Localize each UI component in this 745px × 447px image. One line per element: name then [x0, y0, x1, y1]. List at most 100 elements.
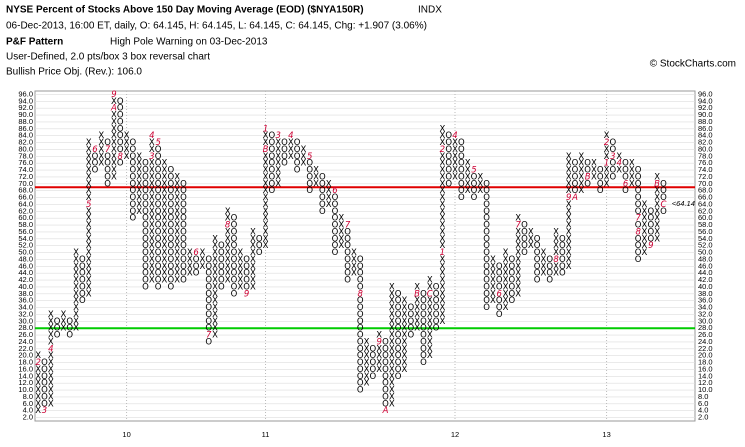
x-box: X: [566, 172, 572, 182]
o-box: O: [496, 269, 503, 279]
o-box: O: [445, 172, 452, 182]
x-box: X: [376, 365, 382, 375]
o-box: O: [231, 241, 238, 251]
o-box: O: [508, 255, 515, 265]
x-box: X: [541, 269, 547, 279]
chart-title: NYSE Percent of Stocks Above 150 Day Mov…: [6, 5, 364, 16]
x-box: X: [503, 262, 509, 272]
x-box: X: [566, 255, 572, 265]
x-box: X: [654, 200, 660, 210]
o-box: O: [180, 241, 187, 251]
x-box: X: [389, 399, 395, 409]
o-box: O: [142, 193, 149, 203]
o-box: O: [142, 172, 149, 182]
o-box: O: [559, 234, 566, 244]
x-box: X: [48, 386, 54, 396]
o-box: O: [231, 234, 238, 244]
o-box: O: [41, 372, 48, 382]
month-marker: 3: [610, 152, 615, 162]
x-box: X: [212, 331, 218, 341]
o-box: O: [218, 262, 225, 272]
o-box: O: [357, 262, 364, 272]
o-box: O: [496, 310, 503, 320]
x-box: X: [263, 207, 269, 217]
o-box: O: [635, 255, 642, 265]
x-box: X: [86, 152, 92, 162]
o-box: O: [395, 365, 402, 375]
o-box: O: [660, 186, 667, 196]
x-box: X: [515, 227, 521, 237]
o-box: O: [54, 324, 61, 334]
o-box: O: [180, 186, 187, 196]
month-marker: 5: [471, 166, 476, 176]
x-box: X: [376, 331, 382, 341]
x-box: X: [654, 207, 660, 217]
x-box: X: [503, 296, 509, 306]
o-box: O: [243, 255, 250, 265]
x-box: X: [414, 317, 420, 327]
x-box: X: [212, 310, 218, 320]
x-box: X: [427, 296, 433, 306]
o-box: O: [344, 255, 351, 265]
o-box: O: [534, 269, 541, 279]
o-box: O: [92, 159, 99, 169]
x-box: X: [503, 269, 509, 279]
o-box: O: [357, 337, 364, 347]
o-box: O: [610, 145, 617, 155]
y-tick-label: 18.0: [698, 358, 713, 367]
o-box: O: [395, 324, 402, 334]
y-tick-label: 80.0: [18, 144, 33, 153]
o-box: O: [306, 166, 313, 176]
x-box: X: [654, 227, 660, 237]
y-tick-label: 52.0: [18, 241, 33, 250]
o-box: O: [231, 269, 238, 279]
x-box: X: [389, 392, 395, 402]
o-box: O: [130, 193, 137, 203]
x-box: X: [98, 145, 104, 155]
o-box: O: [471, 186, 478, 196]
x-box: X: [187, 262, 193, 272]
x-box: X: [515, 289, 521, 299]
x-box: X: [654, 234, 660, 244]
o-box: O: [231, 276, 238, 286]
x-box: X: [477, 172, 483, 182]
o-box: O: [104, 152, 111, 162]
o-box: O: [167, 200, 174, 210]
o-box: O: [167, 214, 174, 224]
x-box: X: [490, 276, 496, 286]
x-box: X: [566, 186, 572, 196]
o-box: O: [218, 255, 225, 265]
o-box: O: [155, 255, 162, 265]
y-tick-label: 56.0: [18, 227, 33, 236]
x-box: X: [174, 269, 180, 279]
o-box: O: [231, 262, 238, 272]
x-box: X: [225, 227, 231, 237]
month-marker: 6: [92, 145, 98, 155]
x-box: X: [364, 379, 370, 389]
o-box: O: [205, 255, 212, 265]
o-box: O: [142, 179, 149, 189]
y-tick-label: 40.0: [698, 282, 713, 291]
x-box: X: [275, 172, 281, 182]
o-box: O: [622, 159, 629, 169]
x-box: X: [566, 234, 572, 244]
x-box: X: [439, 241, 445, 251]
x-box: X: [174, 172, 180, 182]
o-box: O: [458, 145, 465, 155]
x-box: X: [98, 159, 104, 169]
x-box: X: [149, 227, 155, 237]
o-box: O: [344, 276, 351, 286]
x-box: X: [338, 221, 344, 231]
o-box: O: [357, 372, 364, 382]
x-tick-label: 11: [262, 430, 270, 439]
x-box: X: [452, 159, 458, 169]
x-box: X: [604, 145, 610, 155]
x-box: X: [629, 159, 635, 169]
x-box: X: [389, 386, 395, 396]
